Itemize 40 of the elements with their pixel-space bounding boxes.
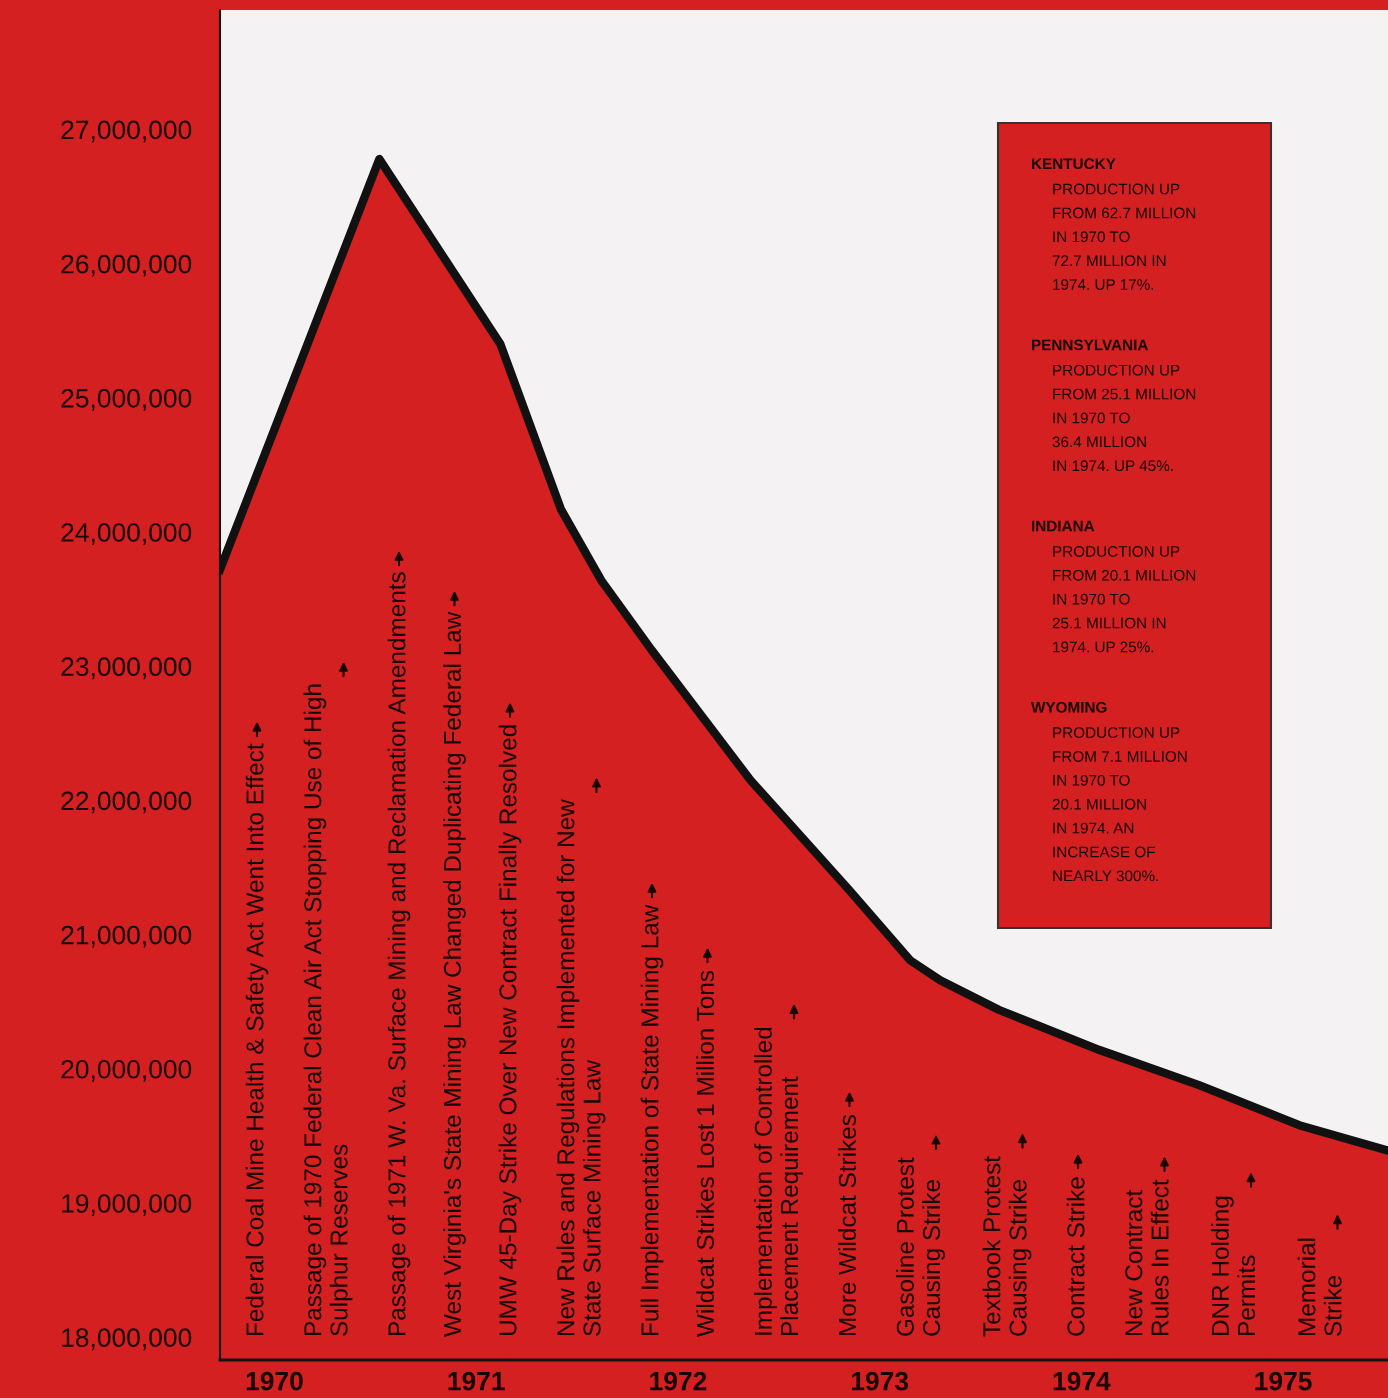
annotation: UMW 45-Day Strike Over New Contract Finally Resolved — [498, 725, 522, 1336]
y-tick-label: 27,000,000 — [61, 120, 192, 143]
annotation: INDIANA — [1032, 520, 1095, 532]
x-tick-label: 1974 — [1053, 1371, 1111, 1391]
annotation: PENNSYLVANIA — [1032, 339, 1149, 351]
annotation: Contract Strike — [1066, 1177, 1085, 1336]
annotation: PRODUCTION UP FROM 20.1 MILLION IN 1970 TO 25.1 MILLION IN 1974. UP 25%. — [1052, 546, 1196, 653]
y-tick-label: 18,000,000 — [62, 1328, 192, 1351]
annotation: Implementation of Controlled Placement Requirement — [754, 1027, 803, 1336]
y-tick-label: 26,000,000 — [61, 254, 192, 277]
x-tick-label: 1973 — [851, 1371, 909, 1391]
y-tick-label: 19,000,000 — [62, 1194, 192, 1216]
annotation: Textbook Protest Causing Strike — [982, 1156, 1032, 1337]
annotation: PRODUCTION UP FROM 62.7 MILLION IN 1970 TO 72.7 MILLION IN 1974. UP 17%. — [1052, 183, 1196, 290]
y-tick-label: 23,000,000 — [61, 657, 192, 680]
annotation: KENTUCKY — [1032, 158, 1116, 170]
annotation: PRODUCTION UP FROM 25.1 MILLION IN 1970 TO 36.4 MILLION IN 1974. UP 45%. — [1052, 364, 1196, 472]
annotation: PRODUCTION UP FROM 7.1 MILLION IN 1970 TO 20.1 MILLION IN 1974. AN INCREASE OF NEARLY 300%. — [1052, 727, 1187, 882]
x-tick-label: 1971 — [448, 1371, 505, 1391]
annotation: Federal Coal Mine Health & Safety Act Went Into Effect — [245, 743, 269, 1336]
x-tick-label: 1970 — [246, 1371, 303, 1391]
y-tick-label: 24,000,000 — [61, 523, 192, 545]
annotation: Passage of 1971 W. Va. Surface Mining and Reclamation Amendments — [387, 572, 411, 1336]
y-tick-label: 25,000,000 — [61, 388, 192, 411]
annotation: Full Implementation of State Mining Law — [640, 904, 664, 1336]
annotation: Wildcat Strikes Lost 1 Million Tons — [696, 970, 715, 1337]
annotation: More Wildcat Strikes — [838, 1115, 857, 1336]
y-tick-label: 21,000,000 — [61, 925, 192, 948]
y-tick-label: 22,000,000 — [61, 791, 192, 814]
annotation: Passage of 1970 Federal Clean Air Act Stopping Use of High Sulphur Reserves — [303, 684, 353, 1336]
annotation: Gasoline Protest Causing Strike — [896, 1157, 945, 1336]
x-tick-label: 1975 — [1255, 1371, 1312, 1391]
annotation: New Rules and Regulations Implemented for New State Surface Mining Law — [556, 799, 606, 1336]
annotation: DNR Holding Permits — [1211, 1196, 1256, 1336]
annotation: West Virginia's State Mining Law Changed Duplicating Federal Law — [443, 611, 466, 1337]
annotation: New Contract Rules In Effect — [1125, 1179, 1169, 1336]
annotation: Memorial Strike — [1297, 1238, 1342, 1336]
x-tick-label: 1972 — [650, 1371, 707, 1391]
y-tick-label: 20,000,000 — [61, 1059, 192, 1082]
annotation: WYOMING — [1031, 701, 1107, 713]
